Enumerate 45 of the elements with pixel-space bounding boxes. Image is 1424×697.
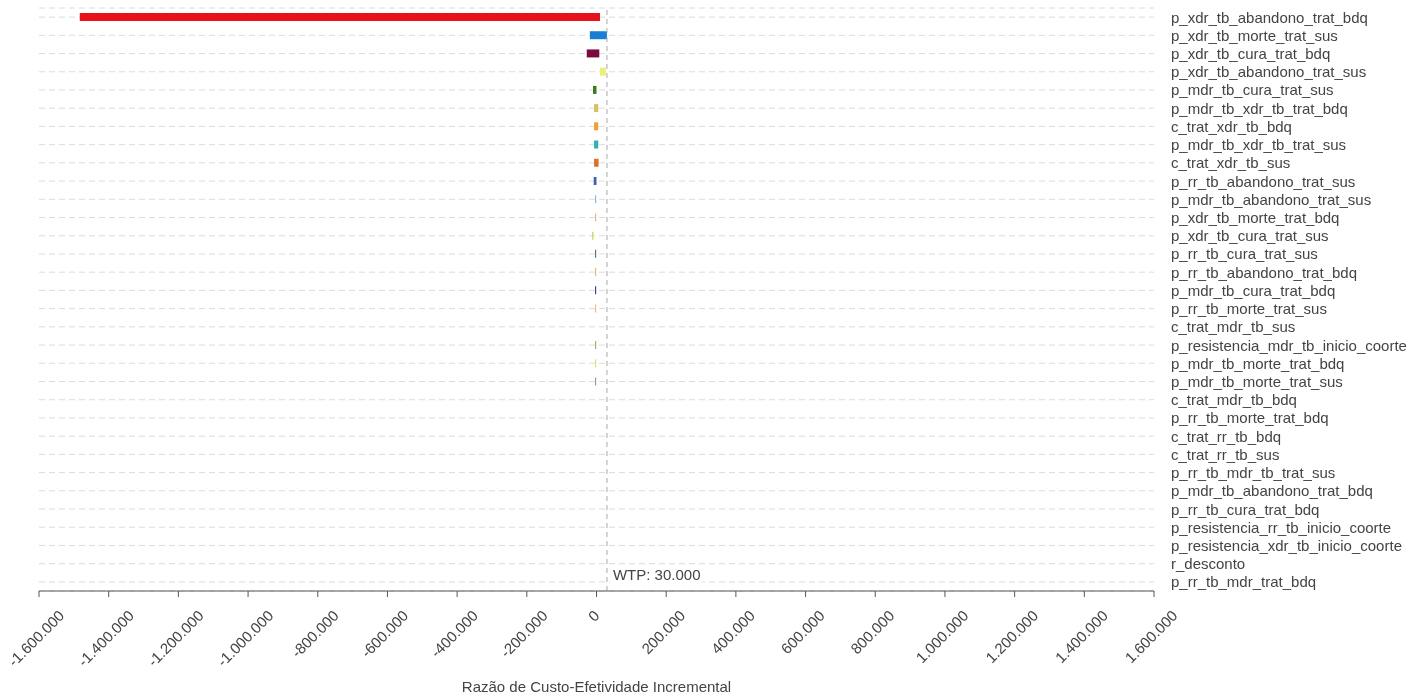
y-tick-label: p_rr_tb_cura_trat_sus [1171,245,1318,263]
y-tick-label: p_mdr_tb_morte_trat_bdq [1171,354,1345,372]
y-tick-label: p_rr_tb_morte_trat_sus [1171,300,1327,318]
y-tick-label: c_trat_rr_tb_sus [1171,445,1280,463]
y-tick-label: c_trat_xdr_tb_bdq [1171,117,1292,135]
y-tick-label: c_trat_rr_tb_bdq [1171,427,1282,445]
y-tick-label: p_rr_tb_abandono_trat_bdq [1171,263,1357,281]
y-tick-label: p_resistencia_rr_tb_inicio_coorte [1171,518,1392,536]
bar [594,140,599,149]
ref-line-label: WTP: 30.000 [612,566,701,583]
bar [594,104,599,113]
bar [586,49,600,58]
bar [589,31,607,40]
x-axis-title: Razão de Custo-Efetividade Incremental [461,678,732,695]
y-tick-label: p_mdr_tb_xdr_tb_trat_sus [1171,136,1347,154]
y-tick-label: p_rr_tb_mdr_tb_trat_sus [1171,464,1336,482]
y-tick-label: p_xdr_tb_morte_trat_sus [1171,26,1338,44]
y-tick-label: p_mdr_tb_cura_trat_sus [1171,81,1334,99]
bar [594,158,599,167]
y-tick-label: p_rr_tb_abandono_trat_sus [1171,172,1356,190]
y-tick-label: p_resistencia_mdr_tb_inicio_coorte [1171,336,1407,354]
y-tick-label: c_trat_mdr_tb_bdq [1171,391,1297,409]
y-tick-label: p_xdr_tb_abandono_trat_sus [1171,63,1367,81]
y-tick-label: p_mdr_tb_morte_trat_sus [1171,372,1343,390]
y-tick-label: c_trat_mdr_tb_sus [1171,318,1296,336]
y-tick-label: p_rr_tb_mdr_trat_bdq [1171,573,1317,591]
y-tick-label: c_trat_xdr_tb_sus [1171,154,1291,172]
x-tick-label: 0 [584,606,603,625]
y-tick-label: p_mdr_tb_cura_trat_bdq [1171,281,1336,299]
y-tick-label: p_xdr_tb_cura_trat_bdq [1171,45,1331,63]
bar [599,67,606,76]
y-tick-label: p_mdr_tb_abandono_trat_sus [1171,190,1372,208]
y-tick-label: p_mdr_tb_abandono_trat_bdq [1171,482,1373,500]
y-tick-label: p_mdr_tb_xdr_tb_trat_bdq [1171,99,1348,117]
bar [593,176,597,185]
bar [79,13,600,21]
y-tick-label: p_rr_tb_cura_trat_bdq [1171,500,1320,518]
bar [593,85,597,94]
y-tick-label: p_resistencia_xdr_tb_inicio_coorte [1171,536,1402,554]
bar [594,122,599,131]
y-tick-label: p_rr_tb_morte_trat_bdq [1171,409,1329,427]
y-tick-label: p_xdr_tb_cura_trat_sus [1171,227,1329,245]
y-tick-label: p_xdr_tb_morte_trat_bdq [1171,209,1340,227]
y-tick-label: p_xdr_tb_abandono_trat_bdq [1171,8,1368,26]
y-tick-label: r_desconto [1171,555,1246,573]
